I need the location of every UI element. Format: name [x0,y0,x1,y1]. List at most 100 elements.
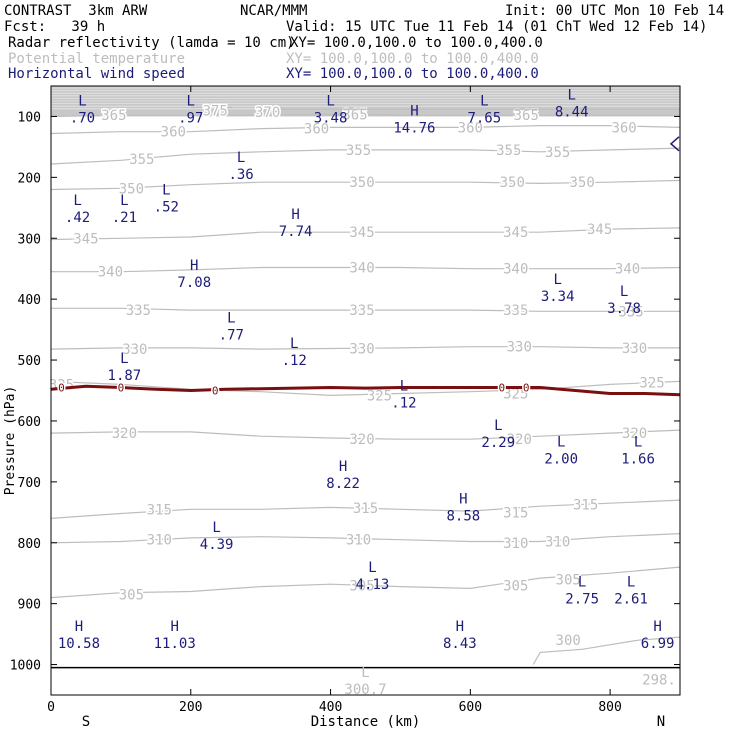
isentrope-label-330: 330 [349,341,374,357]
wind-extremum-type: L [578,575,586,591]
isentrope-label-330: 330 [122,342,147,358]
endpoint-north-label: N [657,714,665,730]
wind-extremum-value: .21 [112,210,137,226]
wind-extremum-value: 2.75 [565,592,599,608]
isentrope-300 [532,636,681,665]
isentrope-label-360: 360 [161,125,186,141]
isentrope-label-305: 305 [556,572,581,588]
isentrope-label-320: 320 [349,432,374,448]
isentrope-label-305: 305 [119,588,144,604]
reflectivity-contour-label: 0 [523,381,530,394]
isentrope-label-370: 370 [255,105,280,121]
isentrope-315 [50,499,681,519]
wind-extremum-type: L [187,94,195,110]
isentrope-label-350: 350 [500,175,525,191]
model-label: CONTRAST 3km ARW [4,3,148,19]
isentrope-label-355: 355 [129,152,154,168]
x-tick-label: 400 [319,700,342,715]
wind-extremum-type: L [120,193,128,209]
isentrope-label-355: 355 [545,145,570,161]
reflectivity-contour-label: 0 [58,381,65,394]
isentrope-320 [50,429,681,440]
x-tick-label: 800 [598,700,621,715]
isentrope-label-335: 335 [503,303,528,319]
isentrope-340 [51,266,681,273]
isentrope-label-330: 330 [622,341,647,357]
wind-extremum-type: L [400,379,408,395]
wind-extremum-type: H [75,619,83,635]
field-reflectivity-xy: XY= 100.0,100.0 to 100.0,400.0 [290,35,543,51]
isentrope-label-325: 325 [639,376,664,392]
isentrope-label-365: 365 [514,108,539,124]
theta-extremum-value: 300.7 [344,682,386,698]
wind-arrow-marker [669,136,680,152]
wind-extremum-value: 4.39 [200,537,234,553]
wind-extremum-type: H [339,459,347,475]
wind-extremum-value: 2.00 [544,452,578,468]
wind-extremum-type: L [237,150,245,166]
center-label: NCAR/MMM [240,3,308,19]
wind-extremum-type: H [459,491,467,507]
wind-extremum-type: L [212,520,220,536]
wind-extremum-type: L [326,94,334,110]
isentrope-label-310: 310 [346,533,371,549]
isentrope-label-350: 350 [119,181,144,197]
field-wind-xy: XY= 100.0,100.0 to 100.0,400.0 [286,66,539,82]
wind-extremum-type: L [557,435,565,451]
isentrope-label-310: 310 [147,533,172,549]
wind-extremum-type: H [456,619,464,635]
y-tick-label: 800 [18,537,41,552]
wind-extremum-value: 8.43 [443,636,477,652]
isentrope-label-325: 325 [503,387,528,403]
isentrope-label-320: 320 [622,426,647,442]
isentrope-label-345: 345 [503,225,528,241]
isentrope-label-365: 365 [101,108,126,124]
isentrope-325 [50,380,681,397]
isentrope-label-335: 335 [349,303,374,319]
isentrope-label-355: 355 [346,143,371,159]
forecast-hour: Fcst: 39 h [4,19,106,35]
wind-extremum-type: L [120,351,128,367]
field-wind-name: Horizontal wind speed [8,66,186,82]
wind-extremum-type: L [634,435,642,451]
wind-extremum-type: L [620,284,628,300]
wind-extremum-value: 10.58 [58,636,100,652]
wind-extremum-type: L [73,193,81,209]
wind-extremum-value: 14.76 [393,120,435,136]
isentrope-355 [50,147,681,165]
wind-extremum-type: L [78,94,86,110]
wind-extremum-value: .97 [178,111,203,127]
theta-extremum-value: 298. [642,673,676,689]
wind-extremum-type: H [170,619,178,635]
isentrope-label-310: 310 [503,536,528,552]
wind-extremum-value: .70 [70,111,95,127]
reflectivity-zero-contour [50,384,681,397]
y-tick-label: 900 [18,598,41,613]
isentrope-label-340: 340 [98,265,123,281]
isentrope-310 [50,533,681,544]
wind-extremum-value: 2.29 [481,435,515,451]
wind-extremum-type: L [553,272,561,288]
wind-extremum-type: L [227,310,235,326]
isentrope-label-315: 315 [503,505,528,521]
isentrope-label-340: 340 [349,260,374,276]
isentrope-label-360: 360 [611,120,636,136]
wind-extremum-value: 8.44 [555,104,589,120]
wind-extremum-value: 2.61 [614,592,648,608]
isentrope-label-340: 340 [503,262,528,278]
isentrope-330 [50,346,680,350]
wind-extremum-value: 3.34 [541,289,575,305]
isentrope-label-300: 300 [556,633,581,649]
plot-frame [50,85,681,696]
reflectivity-contour-label: 0 [118,381,125,394]
y-tick-label: 200 [18,171,41,186]
isentrope-label-320: 320 [507,432,532,448]
init-time: Init: 00 UTC Mon 10 Feb 14 [505,3,725,19]
isentrope-label-350: 350 [570,175,595,191]
wind-extremum-value: 4.13 [356,577,390,593]
isentrope-label-345: 345 [73,231,98,247]
isentrope-360 [50,125,681,135]
reflectivity-contour-label: 0 [212,385,219,398]
theta-extremum-type: L [361,665,369,681]
isentrope-label-365: 365 [342,108,367,124]
